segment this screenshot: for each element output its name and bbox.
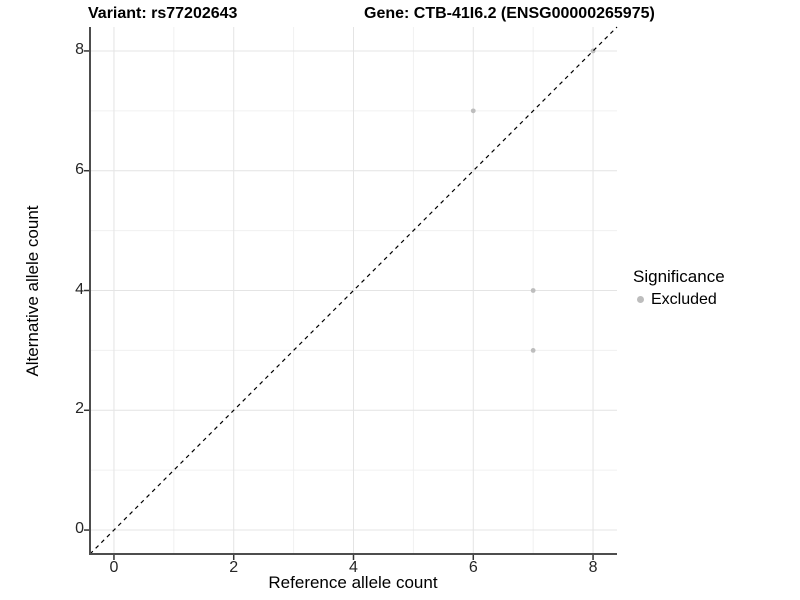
y-tick-label: 4 <box>75 280 84 298</box>
x-tick-label: 4 <box>349 559 358 576</box>
x-tick-label: 0 <box>109 559 119 576</box>
x-tick-label: 8 <box>588 559 598 576</box>
x-axis-title: Reference allele count <box>268 573 438 592</box>
gene-title: Gene: CTB-41I6.2 (ENSG00000265975) <box>364 5 655 22</box>
data-point <box>530 347 536 353</box>
y-tick-label: 0 <box>75 520 84 538</box>
y-axis-title: Alternative allele count <box>23 205 42 377</box>
variant-title: Variant: rs77202643 <box>88 5 238 22</box>
data-point <box>470 108 476 114</box>
legend-title: Significance <box>633 267 725 286</box>
y-tick-label: 8 <box>75 40 84 58</box>
data-point <box>530 288 536 293</box>
y-tick-label: 2 <box>75 400 84 418</box>
legend: Significance Excluded <box>633 266 725 309</box>
legend-item-label: Excluded <box>651 291 717 308</box>
legend-item-excluded: Excluded <box>633 290 725 309</box>
x-tick-label: 2 <box>229 559 239 576</box>
x-tick-label: 6 <box>468 559 478 576</box>
excluded-point-icon <box>637 296 644 303</box>
y-tick-label: 6 <box>75 160 84 178</box>
